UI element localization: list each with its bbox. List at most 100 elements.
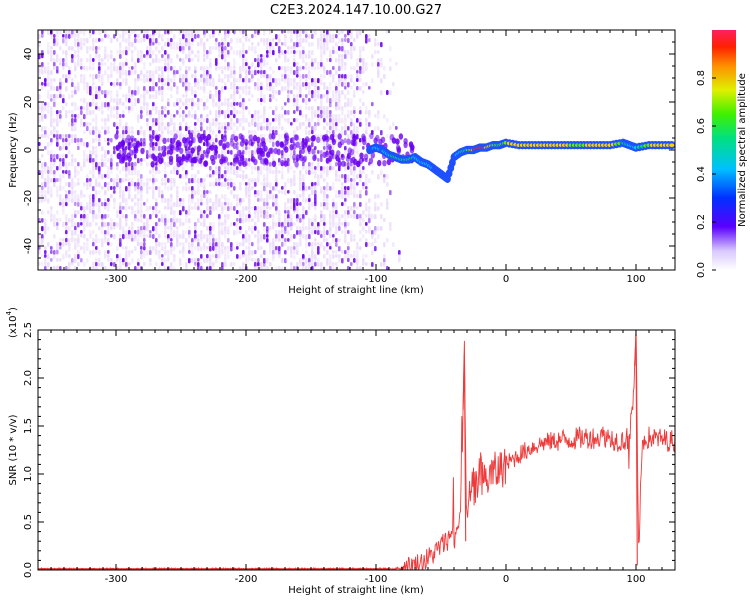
heatmap-cell bbox=[289, 144, 294, 151]
heatmap-cell bbox=[224, 254, 227, 260]
heatmap-cell bbox=[152, 42, 155, 46]
heatmap-cell bbox=[329, 130, 332, 135]
heatmap-cell bbox=[116, 110, 119, 115]
heatmap-cell bbox=[128, 230, 131, 236]
heatmap-cell bbox=[80, 218, 83, 222]
heatmap-cell bbox=[242, 58, 245, 63]
heatmap-cell bbox=[215, 110, 218, 115]
heatmap-cell bbox=[296, 34, 299, 38]
heatmap-cell bbox=[146, 118, 149, 122]
heatmap-cell bbox=[137, 206, 140, 212]
heatmap-cell bbox=[248, 242, 251, 246]
heatmap-cell bbox=[308, 66, 311, 71]
heatmap-cell bbox=[107, 198, 110, 202]
heatmap-cell bbox=[50, 122, 53, 128]
heatmap-cell bbox=[236, 198, 239, 202]
heatmap-cell bbox=[92, 58, 95, 62]
heatmap-cell bbox=[110, 62, 113, 67]
heatmap-cell bbox=[164, 218, 167, 223]
heatmap-cell bbox=[299, 82, 302, 88]
heatmap-cell bbox=[80, 42, 83, 47]
heatmap-cell bbox=[50, 170, 53, 175]
heatmap-cell bbox=[80, 230, 83, 234]
heatmap-cell bbox=[362, 210, 365, 216]
heatmap-cell bbox=[347, 30, 350, 36]
heatmap-cell bbox=[251, 74, 254, 79]
heatmap-cell bbox=[41, 242, 44, 247]
heatmap-cell bbox=[341, 62, 344, 68]
heatmap-cell bbox=[221, 126, 224, 130]
heatmap-cell bbox=[230, 86, 233, 90]
heatmap-cell bbox=[218, 66, 221, 70]
heatmap-cell bbox=[233, 262, 236, 266]
heatmap-cell bbox=[206, 38, 209, 42]
heatmap-cell bbox=[143, 202, 146, 206]
heatmap-cell bbox=[293, 178, 296, 183]
heatmap-cell bbox=[263, 266, 266, 270]
heatmap-cell bbox=[188, 210, 191, 216]
heatmap-cell bbox=[122, 78, 125, 84]
heatmap-cell bbox=[86, 58, 89, 63]
heatmap-cell bbox=[179, 242, 182, 247]
heatmap-cell bbox=[209, 266, 212, 270]
heatmap-cell bbox=[248, 194, 251, 198]
heatmap-cell bbox=[38, 62, 41, 67]
heatmap-cell bbox=[338, 58, 341, 63]
heatmap-cell bbox=[260, 137, 266, 144]
heatmap-cell bbox=[194, 126, 197, 131]
heatmap-cell bbox=[98, 62, 101, 66]
heatmap-cell bbox=[149, 246, 152, 251]
heatmap-cell bbox=[203, 70, 206, 76]
heatmap-cell bbox=[299, 122, 302, 128]
heatmap-cell bbox=[311, 134, 316, 142]
heatmap-cell bbox=[176, 90, 179, 95]
heatmap-cell bbox=[362, 62, 365, 67]
heatmap-cell bbox=[155, 38, 158, 44]
heatmap-cell bbox=[356, 74, 359, 79]
heatmap-cell bbox=[125, 178, 128, 182]
heatmap-cell bbox=[38, 102, 41, 107]
heatmap-cell bbox=[248, 122, 251, 128]
heatmap-cell bbox=[137, 130, 140, 136]
heatmap-cell bbox=[308, 98, 311, 102]
heatmap-cell bbox=[317, 66, 320, 71]
heatmap-cell bbox=[361, 135, 367, 142]
heatmap-cell bbox=[218, 238, 221, 244]
heatmap-cell bbox=[182, 78, 185, 84]
heatmap-cell bbox=[332, 66, 335, 71]
heatmap-cell bbox=[47, 50, 50, 55]
heatmap-cell bbox=[338, 258, 341, 263]
heatmap-cell bbox=[197, 154, 200, 159]
heatmap-cell bbox=[221, 246, 224, 252]
heatmap-cell bbox=[304, 136, 310, 143]
heatmap-cell bbox=[86, 82, 89, 88]
heatmap-cell bbox=[131, 94, 134, 98]
heatmap-cell bbox=[65, 190, 68, 194]
heatmap-cell bbox=[197, 106, 200, 111]
heatmap-cell bbox=[134, 210, 137, 215]
heatmap-cell bbox=[350, 118, 353, 124]
heatmap-cell bbox=[113, 82, 116, 88]
heatmap-cell bbox=[251, 226, 254, 231]
heatmap-cell bbox=[179, 74, 182, 80]
heatmap-cell bbox=[347, 134, 350, 139]
heatmap-cell bbox=[41, 170, 44, 175]
heatmap-cell bbox=[287, 46, 290, 50]
heatmap-cell bbox=[68, 74, 71, 80]
heatmap-cell bbox=[116, 94, 119, 98]
heatmap-cell bbox=[122, 134, 125, 139]
heatmap-cell bbox=[266, 118, 269, 123]
heatmap-cell bbox=[59, 258, 62, 262]
heatmap-cell bbox=[92, 42, 95, 47]
heatmap-cell bbox=[317, 222, 320, 228]
heatmap-cell bbox=[173, 150, 176, 155]
heatmap-cell bbox=[257, 42, 260, 47]
heatmap-cell bbox=[242, 254, 245, 258]
heatmap-cell bbox=[224, 34, 227, 40]
heatmap-cell bbox=[403, 138, 408, 145]
heatmap-cell bbox=[206, 82, 209, 87]
heatmap-cell bbox=[131, 230, 134, 235]
heatmap-cell bbox=[131, 210, 134, 215]
heatmap-cell bbox=[230, 102, 233, 108]
heatmap-cell bbox=[260, 38, 263, 43]
